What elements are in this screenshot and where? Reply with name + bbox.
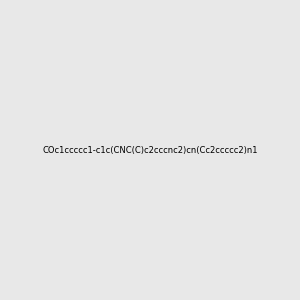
Text: COc1ccccc1-c1c(CNC(C)c2cccnc2)cn(Cc2ccccc2)n1: COc1ccccc1-c1c(CNC(C)c2cccnc2)cn(Cc2cccc… xyxy=(42,146,258,154)
